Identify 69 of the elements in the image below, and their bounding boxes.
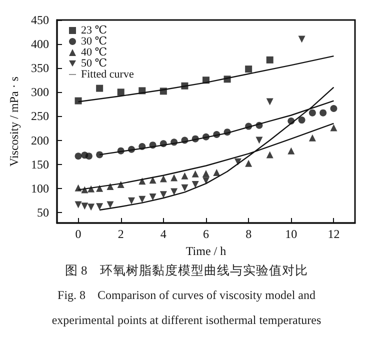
point [170,188,178,196]
point [106,201,114,208]
point [74,152,82,160]
y-axis-title: Viscosity / mPa · s [7,76,22,166]
point [96,203,104,210]
y-tick-label: 350 [31,61,49,76]
x-tick-label: 4 [160,227,166,241]
point [288,147,295,154]
x-tick-label: 6 [203,227,209,241]
point [74,97,82,104]
point [96,184,104,192]
caption: 图 8 环氧树脂黏度模型曲线与实验值对比 [64,262,308,278]
point [330,124,338,132]
point [320,109,327,116]
point [128,197,135,204]
y-tick-label: 100 [31,181,49,196]
point [160,175,167,182]
point [266,151,274,158]
y-tick-label: 50 [37,205,49,220]
x-tick-label: 0 [75,227,82,241]
point [298,116,306,124]
x-tick-label: 8 [246,227,252,241]
point [181,172,188,180]
y-tick-label: 400 [31,37,49,52]
x-axis-title: Time / h [186,244,226,258]
point [213,168,220,176]
point [245,66,252,73]
legend-label: 30 ℃ [81,36,108,48]
point [202,170,210,177]
point [88,204,95,211]
point [256,136,263,144]
point [308,109,316,116]
y-tick-label: 250 [31,109,49,124]
y-tick-label: 300 [31,85,49,100]
point [298,36,306,43]
point [106,182,114,190]
legend-label: Fitted curve [81,68,134,80]
legend-label: 23 ℃ [81,24,108,36]
x-tick-label: 10 [285,227,298,241]
point [160,191,167,198]
point [170,174,178,182]
point [85,152,92,160]
y-tick-label: 150 [31,157,49,172]
point [245,160,252,167]
point [149,176,156,184]
point [202,177,210,184]
point [192,170,199,178]
text: experimental points at different isothermal temperatures [52,313,322,327]
y-tick-label: 200 [31,133,49,148]
point [138,196,146,203]
point [192,181,199,188]
legend-label: 40 ℃ [81,46,108,58]
point [96,84,104,92]
point [181,184,188,192]
x-tick-label: 12 [328,227,340,241]
point [266,56,274,64]
caption: Fig. 8 Comparison of curves of viscosity model and [58,288,316,302]
point [330,105,338,112]
point [81,202,88,210]
point [266,98,274,106]
legend-label: 50 ℃ [81,58,108,70]
point [117,88,124,96]
point [88,185,95,192]
point [149,194,156,201]
point [74,201,82,208]
x-tick-label: 2 [118,227,124,241]
point [308,134,316,142]
point [81,186,88,194]
y-tick-label: 450 [31,13,49,27]
